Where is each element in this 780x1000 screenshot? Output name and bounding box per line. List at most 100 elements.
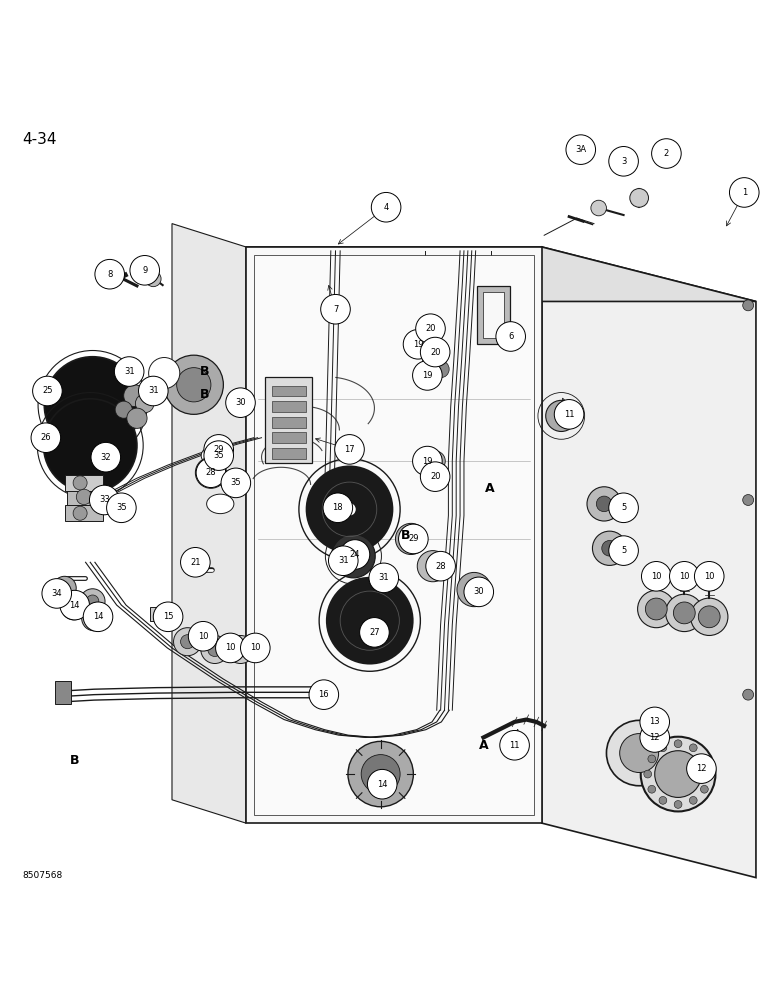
Circle shape: [328, 546, 358, 576]
Circle shape: [665, 594, 703, 632]
Circle shape: [83, 602, 113, 632]
Circle shape: [546, 400, 577, 431]
Circle shape: [371, 192, 401, 222]
Text: 5: 5: [621, 503, 626, 512]
Circle shape: [91, 442, 121, 472]
Circle shape: [369, 563, 399, 593]
Circle shape: [340, 540, 370, 569]
Circle shape: [327, 578, 413, 664]
Circle shape: [704, 770, 712, 778]
Circle shape: [95, 259, 125, 289]
Circle shape: [146, 271, 161, 287]
Circle shape: [62, 595, 87, 620]
Circle shape: [669, 562, 699, 591]
Circle shape: [637, 590, 675, 628]
Text: 8: 8: [107, 270, 112, 279]
Text: 31: 31: [378, 573, 389, 582]
Text: 3: 3: [621, 157, 626, 166]
Circle shape: [700, 785, 708, 793]
Circle shape: [743, 300, 753, 311]
Circle shape: [423, 350, 443, 370]
Circle shape: [33, 376, 62, 406]
Text: 31: 31: [148, 386, 158, 395]
Text: 11: 11: [564, 410, 574, 419]
Circle shape: [44, 357, 141, 453]
Text: 4-34: 4-34: [23, 132, 57, 147]
Text: 26: 26: [41, 433, 51, 442]
Bar: [151, 607, 173, 621]
Circle shape: [651, 139, 681, 168]
Circle shape: [640, 737, 715, 811]
Text: 32: 32: [101, 453, 111, 462]
Circle shape: [188, 621, 218, 651]
Circle shape: [743, 495, 753, 505]
Text: 15: 15: [163, 612, 173, 621]
Circle shape: [395, 523, 427, 555]
Circle shape: [619, 734, 658, 773]
Circle shape: [42, 579, 72, 608]
Text: 12: 12: [697, 764, 707, 773]
Circle shape: [416, 314, 445, 343]
Circle shape: [130, 256, 160, 285]
Circle shape: [425, 451, 445, 471]
Circle shape: [360, 618, 389, 647]
Bar: [265, 377, 312, 463]
Circle shape: [53, 576, 76, 600]
Circle shape: [215, 633, 245, 663]
Text: 10: 10: [225, 643, 236, 652]
Circle shape: [555, 400, 584, 429]
Text: 29: 29: [214, 445, 224, 454]
Circle shape: [698, 606, 720, 628]
Text: 14: 14: [93, 612, 103, 621]
Circle shape: [44, 399, 137, 492]
Bar: [477, 286, 510, 344]
Circle shape: [225, 388, 255, 417]
Circle shape: [335, 435, 364, 464]
Circle shape: [674, 740, 682, 748]
Circle shape: [640, 707, 669, 737]
Text: B: B: [401, 529, 410, 542]
Circle shape: [597, 496, 612, 512]
Text: 10: 10: [651, 572, 661, 581]
Circle shape: [694, 562, 724, 591]
Circle shape: [68, 601, 80, 614]
Circle shape: [686, 754, 716, 783]
Circle shape: [430, 343, 447, 361]
Text: 13: 13: [650, 717, 660, 726]
Circle shape: [566, 135, 596, 164]
Circle shape: [399, 524, 428, 554]
Text: 20: 20: [425, 324, 436, 333]
Bar: [67, 488, 110, 505]
Circle shape: [428, 468, 448, 488]
Circle shape: [240, 633, 270, 663]
Circle shape: [361, 755, 400, 794]
Bar: [65, 505, 104, 521]
Text: 35: 35: [116, 503, 126, 512]
Bar: [65, 475, 104, 491]
Circle shape: [608, 493, 638, 523]
Circle shape: [654, 751, 701, 797]
Circle shape: [149, 358, 179, 389]
Circle shape: [307, 467, 392, 552]
Circle shape: [73, 506, 87, 520]
Polygon shape: [172, 224, 246, 823]
Polygon shape: [246, 247, 542, 823]
Circle shape: [76, 489, 92, 505]
Circle shape: [607, 720, 672, 786]
Text: 2: 2: [664, 149, 669, 158]
Circle shape: [115, 357, 144, 386]
Text: B: B: [200, 365, 210, 378]
Text: 30: 30: [236, 398, 246, 407]
Text: 1: 1: [742, 188, 747, 197]
Text: 5: 5: [621, 546, 626, 555]
Text: 35: 35: [214, 451, 224, 460]
Circle shape: [90, 485, 119, 515]
Bar: [271, 386, 306, 396]
Circle shape: [309, 680, 339, 709]
Circle shape: [496, 322, 526, 351]
Text: 10: 10: [198, 632, 208, 641]
Text: 8507568: 8507568: [23, 871, 62, 880]
Polygon shape: [542, 247, 756, 878]
Circle shape: [659, 744, 667, 752]
Circle shape: [641, 562, 671, 591]
